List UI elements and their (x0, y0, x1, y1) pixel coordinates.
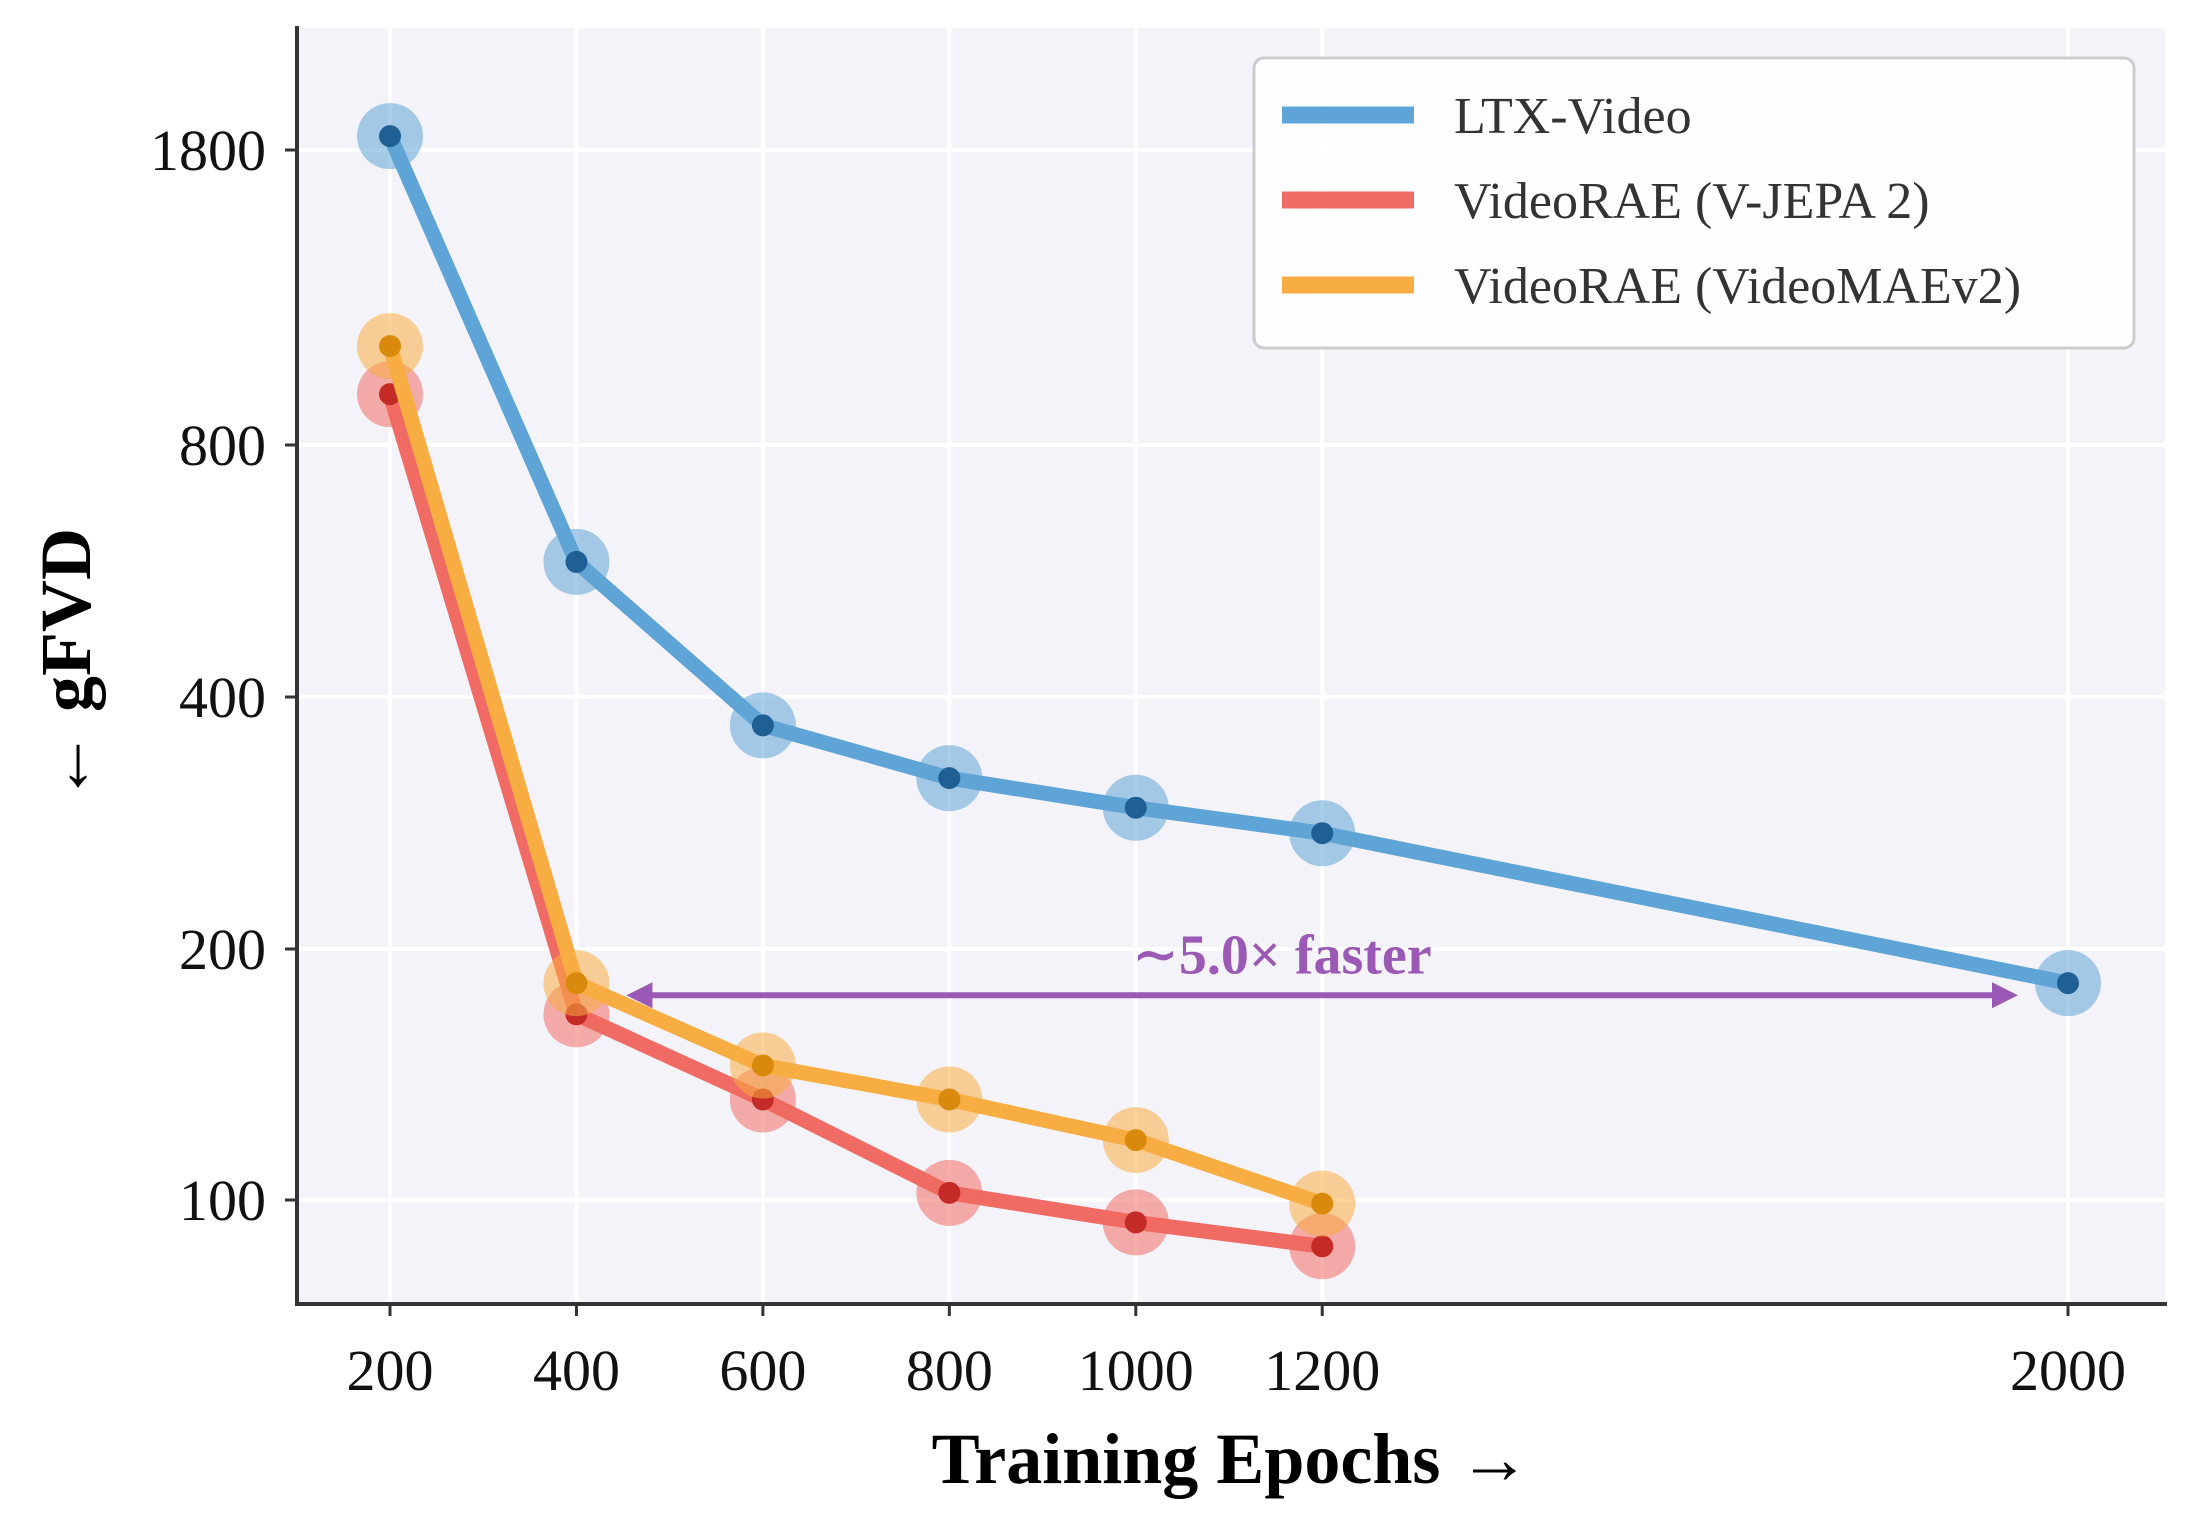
speedup-annotation-label: ∼5.0× faster (1132, 924, 1432, 986)
data-point (1124, 796, 1147, 819)
data-point (1124, 1129, 1147, 1152)
y-tick-label: 400 (179, 665, 266, 730)
data-point (379, 335, 401, 358)
x-tick-label: 400 (533, 1338, 620, 1403)
y-tick-label: 200 (179, 917, 266, 982)
x-tick-label: 600 (719, 1338, 806, 1403)
legend-label: VideoRAE (V-JEPA 2) (1454, 173, 1930, 230)
legend-label: LTX-Video (1454, 88, 1692, 145)
grid-layer (299, 28, 2165, 1302)
data-point (565, 972, 588, 995)
tick-layer: 200 400 600 800 1000 1200 2000 1800 800 400 200 100 (150, 118, 2126, 1403)
x-tick-label: 1200 (1264, 1338, 1380, 1403)
data-point (2057, 972, 2079, 995)
data-point (1124, 1211, 1147, 1234)
data-point (751, 714, 774, 737)
series-3 (357, 313, 1356, 1237)
data-point (751, 1054, 774, 1077)
legend: LTX-Video VideoRAE (V-JEPA 2) VideoRAE (Vi… (1252, 56, 2136, 350)
x-tick-label: 800 (906, 1338, 993, 1403)
y-tick-label: 1800 (150, 118, 266, 183)
series-1 (357, 103, 2101, 1017)
legend-box (1252, 56, 2136, 350)
x-tick-label: 2000 (2010, 1338, 2126, 1403)
x-axis-title: Training Epochs → (932, 1419, 1531, 1499)
data-point (379, 125, 401, 148)
speedup-arrow-head-left (626, 982, 653, 1009)
data-point (1311, 822, 1334, 845)
y-axis-title: ← gFVD (26, 528, 106, 802)
data-point (1311, 1192, 1334, 1215)
y-tick-label: 800 (179, 413, 266, 478)
y-tick-label: 100 (179, 1168, 266, 1233)
data-point (565, 550, 588, 573)
x-tick-label: 200 (347, 1338, 434, 1403)
data-point (938, 1181, 961, 1204)
legend-label: VideoRAE (VideoMAEv2) (1454, 258, 2021, 315)
series-layer (357, 103, 2101, 1280)
annotation-layer: ∼5.0× faster (626, 924, 2018, 1009)
speedup-arrow-head-right (1992, 982, 2018, 1009)
data-point (938, 1088, 961, 1111)
x-tick-label: 1000 (1078, 1338, 1194, 1403)
data-point (938, 767, 961, 790)
data-point (1311, 1235, 1334, 1258)
